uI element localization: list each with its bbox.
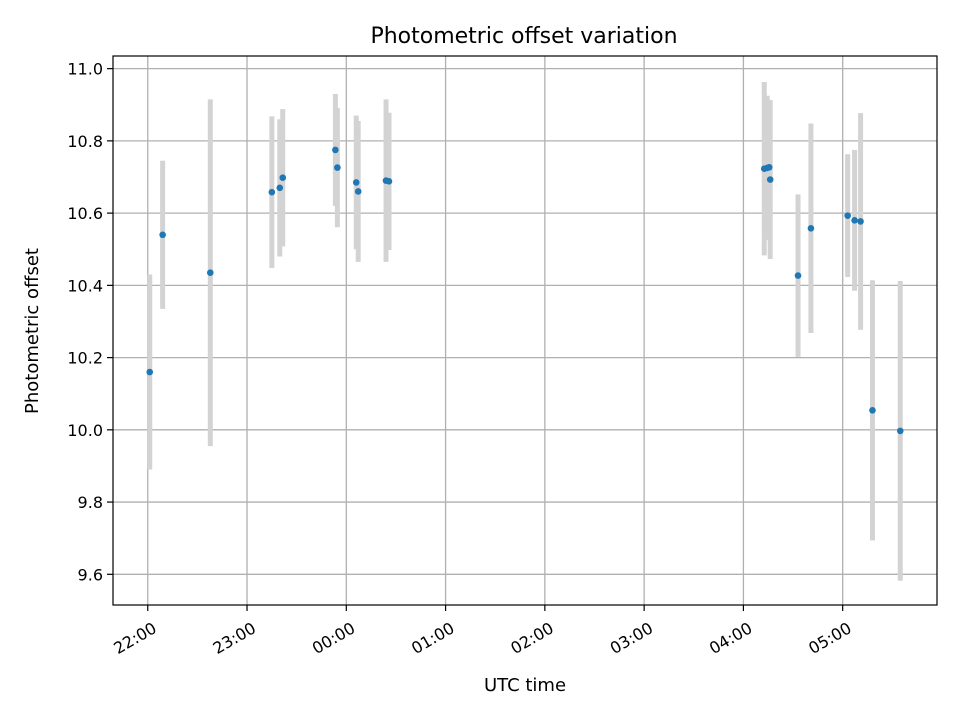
- data-point-18: [844, 212, 851, 219]
- data-point-16: [794, 272, 802, 279]
- data-point-7: [334, 164, 341, 171]
- data-point-15: [766, 176, 774, 183]
- y-tick-label-2: 10.0: [67, 421, 103, 440]
- y-tick-label-0: 9.6: [78, 565, 103, 584]
- data-point-4: [276, 184, 284, 192]
- data-point-21: [869, 407, 876, 414]
- data-point-8: [352, 179, 360, 186]
- data-point-2: [206, 269, 214, 277]
- y-tick-label-4: 10.4: [67, 276, 103, 295]
- y-axis-label: Photometric offset: [22, 248, 43, 414]
- data-point-11: [385, 178, 393, 185]
- y-tick-label-3: 10.2: [67, 349, 103, 368]
- data-point-3: [268, 188, 276, 196]
- data-points: [146, 146, 904, 435]
- data-point-22: [896, 427, 904, 435]
- data-point-9: [354, 188, 362, 195]
- data-point-19: [851, 217, 858, 224]
- data-point-14: [765, 163, 773, 171]
- data-point-6: [332, 146, 339, 154]
- y-tick-label-6: 10.8: [67, 132, 103, 151]
- data-point-20: [857, 218, 864, 225]
- y-tick-label-7: 11.0: [67, 60, 103, 79]
- y-tick-label-5: 10.6: [67, 204, 103, 223]
- data-point-0: [146, 368, 154, 376]
- x-axis-label: UTC time: [484, 675, 566, 696]
- data-point-5: [279, 174, 287, 182]
- chart-title: Photometric offset variation: [370, 24, 677, 49]
- data-point-1: [159, 231, 166, 239]
- data-point-17: [807, 224, 815, 232]
- y-tick-label-1: 9.8: [78, 493, 103, 512]
- plot-frame: [112, 55, 938, 606]
